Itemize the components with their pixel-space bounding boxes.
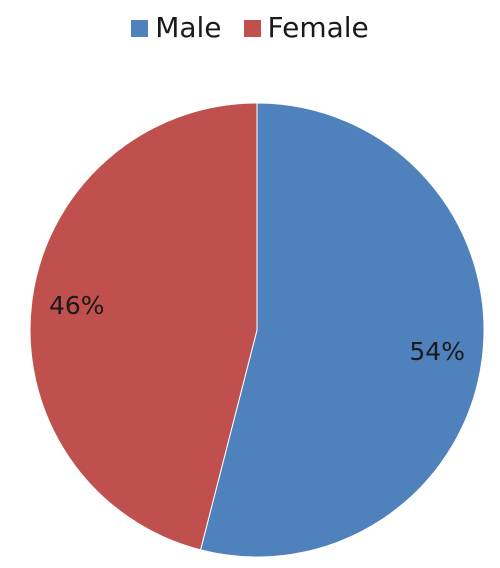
data-label-male: 54% <box>409 337 465 366</box>
legend-swatch-female <box>243 19 261 37</box>
legend-label-female: Female <box>267 11 369 44</box>
legend-item-male: Male <box>131 11 222 44</box>
chart-legend: Male Female <box>0 14 500 42</box>
data-label-female: 46% <box>49 291 105 320</box>
legend-item-female: Female <box>243 11 369 44</box>
pie-slice-male <box>199 102 485 558</box>
pie-slice-female <box>29 102 258 551</box>
legend-swatch-male <box>131 19 149 37</box>
legend-label-male: Male <box>155 11 222 44</box>
